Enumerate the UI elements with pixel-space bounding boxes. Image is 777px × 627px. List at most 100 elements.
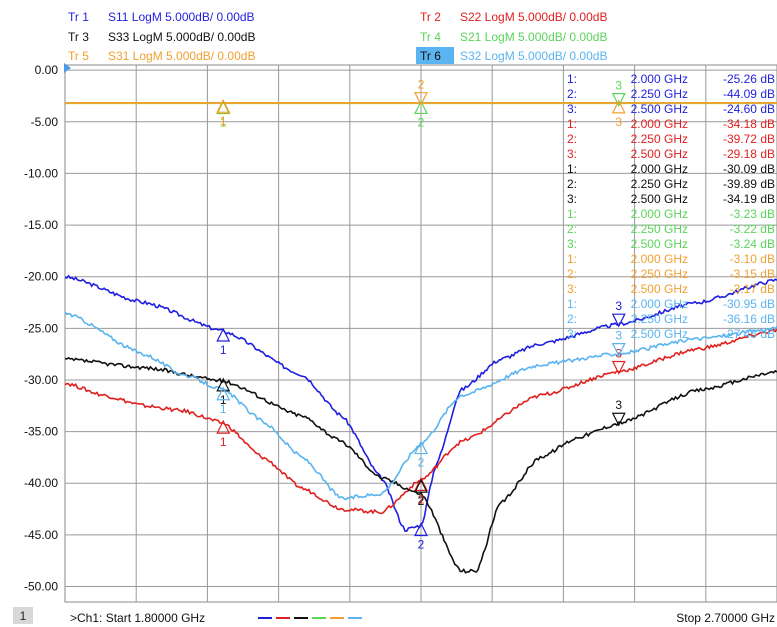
marker-s32-3: 3 bbox=[611, 329, 626, 357]
y-tick-label: -25.00 bbox=[24, 321, 58, 335]
marker-table-frequency: 2.000 GHz bbox=[631, 297, 688, 311]
marker-table-index: 2: bbox=[567, 132, 577, 146]
marker-table-frequency: 2.250 GHz bbox=[631, 222, 688, 236]
marker-table-value: -3.22 dB bbox=[730, 222, 775, 236]
y-tick-label: -50.00 bbox=[24, 580, 58, 594]
marker-table-value: -3.23 dB bbox=[730, 207, 775, 221]
marker-table-value: -3.15 dB bbox=[730, 267, 775, 281]
trace-header-text: S33 LogM 5.000dB/ 0.00dB bbox=[108, 30, 255, 44]
marker-triangle-icon bbox=[216, 419, 231, 434]
marker-s22-1: 1 bbox=[216, 419, 231, 449]
marker-triangle-icon bbox=[414, 92, 428, 107]
trace-header-text: S21 LogM 5.000dB/ 0.00dB bbox=[460, 30, 607, 44]
marker-number: 2 bbox=[418, 537, 425, 551]
marker-table-value: -39.72 dB bbox=[723, 132, 775, 146]
marker-s21-2: 2 bbox=[414, 100, 428, 129]
trace-header-tr: Tr 3 bbox=[68, 30, 89, 44]
marker-number: 2 bbox=[418, 78, 425, 92]
y-tick-label: -35.00 bbox=[24, 425, 58, 439]
marker-number: 2 bbox=[418, 494, 425, 508]
marker-table-frequency: 2.500 GHz bbox=[631, 147, 688, 161]
marker-s21-3: 3 bbox=[611, 79, 626, 107]
marker-s33-2: 2 bbox=[414, 478, 428, 508]
marker-number: 3 bbox=[615, 347, 622, 361]
y-tick-label: -10.00 bbox=[24, 166, 58, 180]
marker-table-value: -34.18 dB bbox=[723, 117, 775, 131]
marker-table-frequency: 2.500 GHz bbox=[631, 237, 688, 251]
marker-triangle-icon bbox=[216, 327, 231, 342]
marker-table-index: 1: bbox=[567, 117, 577, 131]
marker-number: 3 bbox=[615, 299, 622, 313]
trace-header-tr: Tr 2 bbox=[420, 10, 441, 24]
series-line-s33 bbox=[64, 356, 777, 574]
marker-table-value: -34.19 dB bbox=[723, 192, 775, 206]
marker-number: 3 bbox=[615, 115, 622, 129]
marker-table-value: -27.45 dB bbox=[723, 327, 775, 341]
marker-number: 1 bbox=[220, 343, 227, 357]
marker-s32-1: 1 bbox=[216, 386, 231, 416]
active-trace-highlight bbox=[416, 47, 454, 64]
marker-table-frequency: 2.000 GHz bbox=[631, 207, 688, 221]
marker-s31-1: 1 bbox=[216, 98, 231, 128]
marker-s31-3: 3 bbox=[611, 99, 626, 129]
marker-table-index: 2: bbox=[567, 312, 577, 326]
marker-number: 2 bbox=[418, 456, 425, 470]
marker-table-value: -3.10 dB bbox=[730, 252, 775, 266]
marker-table-frequency: 2.000 GHz bbox=[631, 117, 688, 131]
marker-s22-2: 2 bbox=[414, 477, 428, 506]
marker-number: 2 bbox=[418, 492, 425, 506]
marker-table-value: -30.09 dB bbox=[723, 162, 775, 176]
trace-header-text: S32 LogM 5.000dB/ 0.00dB bbox=[460, 49, 607, 63]
marker-triangle-icon bbox=[611, 93, 626, 107]
marker-s31-2: 2 bbox=[414, 78, 428, 107]
marker-triangle-icon bbox=[414, 478, 428, 493]
marker-triangle-icon bbox=[611, 360, 626, 375]
marker-table-index: 1: bbox=[567, 162, 577, 176]
marker-table-index: 3: bbox=[567, 102, 577, 116]
marker-table-frequency: 2.500 GHz bbox=[631, 282, 688, 296]
marker-table-index: 2: bbox=[567, 87, 577, 101]
marker-table-index: 3: bbox=[567, 147, 577, 161]
marker-triangle-icon bbox=[216, 377, 231, 392]
y-tick-label: -45.00 bbox=[24, 528, 58, 542]
marker-triangle-icon bbox=[414, 522, 428, 537]
marker-number: 1 bbox=[220, 402, 227, 416]
marker-triangle-icon bbox=[414, 440, 428, 455]
series-line-s11 bbox=[64, 274, 777, 532]
marker-table-frequency: 2.250 GHz bbox=[631, 312, 688, 326]
y-tick-label: -30.00 bbox=[24, 373, 58, 387]
marker-table-frequency: 2.250 GHz bbox=[631, 267, 688, 281]
marker-table-frequency: 2.250 GHz bbox=[631, 132, 688, 146]
marker-number: 1 bbox=[220, 435, 227, 449]
trace-header-text: S22 LogM 5.000dB/ 0.00dB bbox=[460, 10, 607, 24]
marker-triangle-icon bbox=[611, 313, 626, 328]
marker-table-index: 3: bbox=[567, 282, 577, 296]
marker-triangle-icon bbox=[216, 386, 231, 401]
trace-header-text: S11 LogM 5.000dB/ 0.00dB bbox=[108, 10, 255, 24]
y-tick-label: 0.00 bbox=[35, 63, 59, 77]
marker-s32-2: 2 bbox=[414, 440, 428, 470]
marker-table-value: -3.24 dB bbox=[730, 237, 775, 251]
marker-triangle-icon bbox=[611, 99, 626, 114]
marker-triangle-icon bbox=[611, 412, 626, 427]
marker-table-frequency: 2.000 GHz bbox=[631, 72, 688, 86]
marker-table-index: 1: bbox=[567, 297, 577, 311]
marker-table-value: -36.16 dB bbox=[723, 312, 775, 326]
marker-table-index: 3: bbox=[567, 327, 577, 341]
marker-table-index: 2: bbox=[567, 177, 577, 191]
series-line-s32 bbox=[64, 311, 777, 501]
trace-header-text: S31 LogM 5.000dB/ 0.00dB bbox=[108, 49, 255, 63]
trace-header-tr: Tr 1 bbox=[68, 10, 89, 24]
marker-number: 3 bbox=[615, 329, 622, 343]
y-tick-label: -15.00 bbox=[24, 218, 58, 232]
marker-number: 2 bbox=[418, 115, 425, 129]
marker-table-index: 3: bbox=[567, 237, 577, 251]
y-tick-label: -20.00 bbox=[24, 270, 58, 284]
marker-triangle-icon bbox=[216, 98, 231, 113]
marker-table-index: 2: bbox=[567, 267, 577, 281]
marker-table-frequency: 2.250 GHz bbox=[631, 87, 688, 101]
marker-number: 1 bbox=[220, 116, 227, 130]
marker-table-value: -24.60 dB bbox=[723, 102, 775, 116]
marker-table-value: -25.26 dB bbox=[723, 72, 775, 86]
marker-s22-3: 3 bbox=[611, 347, 626, 375]
